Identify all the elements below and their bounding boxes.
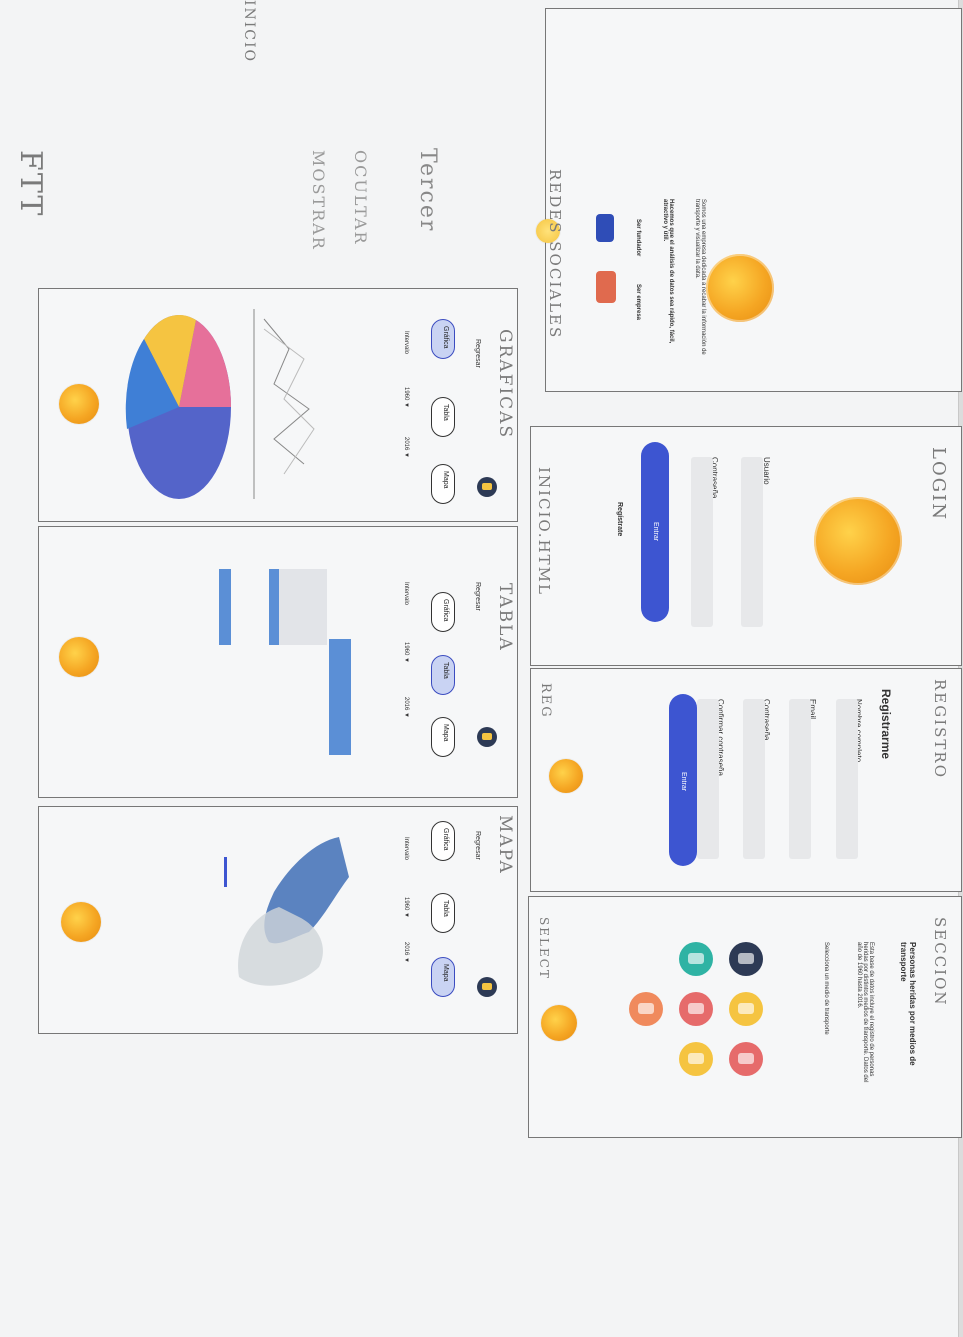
frame-graficas: GRAFICAS Regresar Gráfica Tabla Mapa Int… <box>38 288 518 522</box>
registro-orb <box>549 759 583 793</box>
charts-area <box>125 309 315 499</box>
tabla-orb <box>59 637 99 677</box>
taxi-option-icon[interactable] <box>729 992 763 1026</box>
bike-option-icon[interactable] <box>679 1042 713 1076</box>
inicio-mission: Hacemos que el análisis de datos sea ráp… <box>662 199 674 344</box>
mapa-back[interactable]: Regresar <box>474 831 481 860</box>
inicio-intro: Somos una empresa dedicada a recabar la … <box>694 199 706 355</box>
person-icon <box>596 214 614 242</box>
tab-grafica-mapa[interactable]: Gráfica <box>431 821 455 861</box>
enter-button[interactable]: Entrar <box>641 442 669 622</box>
tabla-interval-label: Intervalo <box>403 582 409 606</box>
map-area <box>224 837 349 986</box>
mapa-interval-label: Intervalo <box>403 837 409 861</box>
handwritten-registro: REGISTRO <box>931 679 949 780</box>
graficas-interval-label: Intervalo <box>403 331 409 355</box>
table-body <box>279 569 327 645</box>
handwritten-reg: REG <box>538 683 553 719</box>
seccion-description: Esta base de datos incluye el registro d… <box>856 942 874 1083</box>
table-column-2 <box>269 569 281 645</box>
app-logo-icon-mapa <box>477 977 497 997</box>
tab-grafica-tabla[interactable]: Gráfica <box>431 592 455 632</box>
handwritten-inicio: INICIO <box>241 0 257 64</box>
inicio-col-header-2: Ser empresa <box>635 284 641 321</box>
frame-orb-logo <box>706 254 774 322</box>
handwritten-graficas: GRAFICAS <box>495 329 515 440</box>
graficas-back[interactable]: Regresar <box>474 339 481 368</box>
tab-tabla[interactable]: Tabla <box>431 397 455 437</box>
mapa-orb <box>61 902 101 942</box>
contrasena-input[interactable] <box>691 457 713 627</box>
seccion-orb <box>541 1005 577 1041</box>
frame-tabla: TABLA Regresar Gráfica Tabla Mapa Interv… <box>38 526 518 798</box>
inicio-col-header-1: Ser fundador <box>635 219 641 257</box>
lightbulb-icon <box>536 219 560 243</box>
registro-title: Registrarme <box>879 689 893 760</box>
mapa-to-select[interactable]: 2016 ▼ <box>403 942 409 963</box>
app-logo-icon <box>477 477 497 497</box>
usuario-input[interactable] <box>741 457 763 627</box>
frame-mapa: MAPA Regresar Gráfica Tabla Mapa Interva… <box>38 806 518 1034</box>
map-slider <box>224 857 227 887</box>
pie-slice-yellow <box>144 314 196 407</box>
handwritten-redes-sociales: REDES SOCIALES <box>546 169 564 340</box>
tab-mapa-mapa[interactable]: Mapa <box>431 957 455 997</box>
pie-slice-pink <box>179 320 231 407</box>
handwritten-mapa: MAPA <box>495 815 515 875</box>
tabla-from-select[interactable]: 1960 ▼ <box>403 642 409 663</box>
handwritten-inicio-html: INICIO.HTML <box>535 467 553 596</box>
car-option-icon[interactable] <box>729 1042 763 1076</box>
tab-mapa-tabla[interactable]: Mapa <box>431 717 455 757</box>
frame-seccion: SECCION Personas heridas por medios de t… <box>528 896 962 1138</box>
truck-option-icon[interactable] <box>679 992 713 1026</box>
graficas-from-select[interactable]: 1960 ▼ <box>403 387 409 408</box>
frame-registro: REGISTRO Registrarme Nombre completo Ema… <box>530 668 962 892</box>
registro-submit-button[interactable]: Entrar <box>669 694 697 866</box>
enter-button-label: Entrar <box>652 522 659 542</box>
line-series-1 <box>263 318 310 465</box>
handwritten-seccion: SECCION <box>931 917 949 1007</box>
login-usuario-label: Usuario <box>762 457 771 485</box>
seccion-title: Personas heridas por medios de transport… <box>899 942 917 1066</box>
graficas-orb <box>59 384 99 424</box>
line-series-2 <box>263 328 315 475</box>
line-chart <box>253 309 315 499</box>
frame-login: LOGIN Usuario Contraseña Entrar Regístra… <box>530 426 962 666</box>
email-input[interactable] <box>789 699 811 859</box>
mapa-from-select[interactable]: 1960 ▼ <box>403 897 409 918</box>
vehicle-icon <box>596 271 616 303</box>
handwritten-ocultar: OCULTAR <box>351 150 370 246</box>
bus-option-icon[interactable] <box>729 942 763 976</box>
confirmar-input[interactable] <box>697 699 719 859</box>
tab-mapa[interactable]: Mapa <box>431 464 455 504</box>
tab-tabla-tabla[interactable]: Tabla <box>431 655 455 695</box>
tabla-back[interactable]: Regresar <box>474 582 481 611</box>
handwritten-mostrar: MOSTRAR <box>309 150 328 251</box>
handwritten-tabla: TABLA <box>495 583 515 652</box>
tab-tabla-mapa[interactable]: Tabla <box>431 893 455 933</box>
handwritten-tercer: Tercer <box>415 148 440 233</box>
tab-grafica[interactable]: Gráfica <box>431 319 455 359</box>
registrate-link[interactable]: Regístrate <box>616 502 623 537</box>
handwritten-login: LOGIN <box>928 447 949 521</box>
train-option-icon[interactable] <box>679 942 713 976</box>
map-region-grey <box>238 907 323 986</box>
table-header <box>329 639 351 755</box>
graficas-to-select[interactable]: 2016 ▼ <box>403 437 409 458</box>
handwritten-ftt: FTT <box>13 150 48 218</box>
login-logo <box>814 497 902 585</box>
boat-option-icon[interactable] <box>629 992 663 1026</box>
seccion-prompt: Selecciona un medio de transporte <box>823 942 829 1035</box>
pie-chart <box>125 314 231 499</box>
pie-slice-blue <box>125 339 179 429</box>
registro-submit-label: Entrar <box>680 772 687 792</box>
tabla-to-select[interactable]: 2016 ▼ <box>403 697 409 718</box>
frame-inicio: Somos una empresa dedicada a recabar la … <box>536 8 962 392</box>
app-logo-icon-tabla <box>477 727 497 747</box>
contrasena-input-registro[interactable] <box>743 699 765 859</box>
nombre-input[interactable] <box>836 699 858 859</box>
handwritten-select: SELECT <box>537 917 551 980</box>
table-column-1 <box>219 569 231 645</box>
